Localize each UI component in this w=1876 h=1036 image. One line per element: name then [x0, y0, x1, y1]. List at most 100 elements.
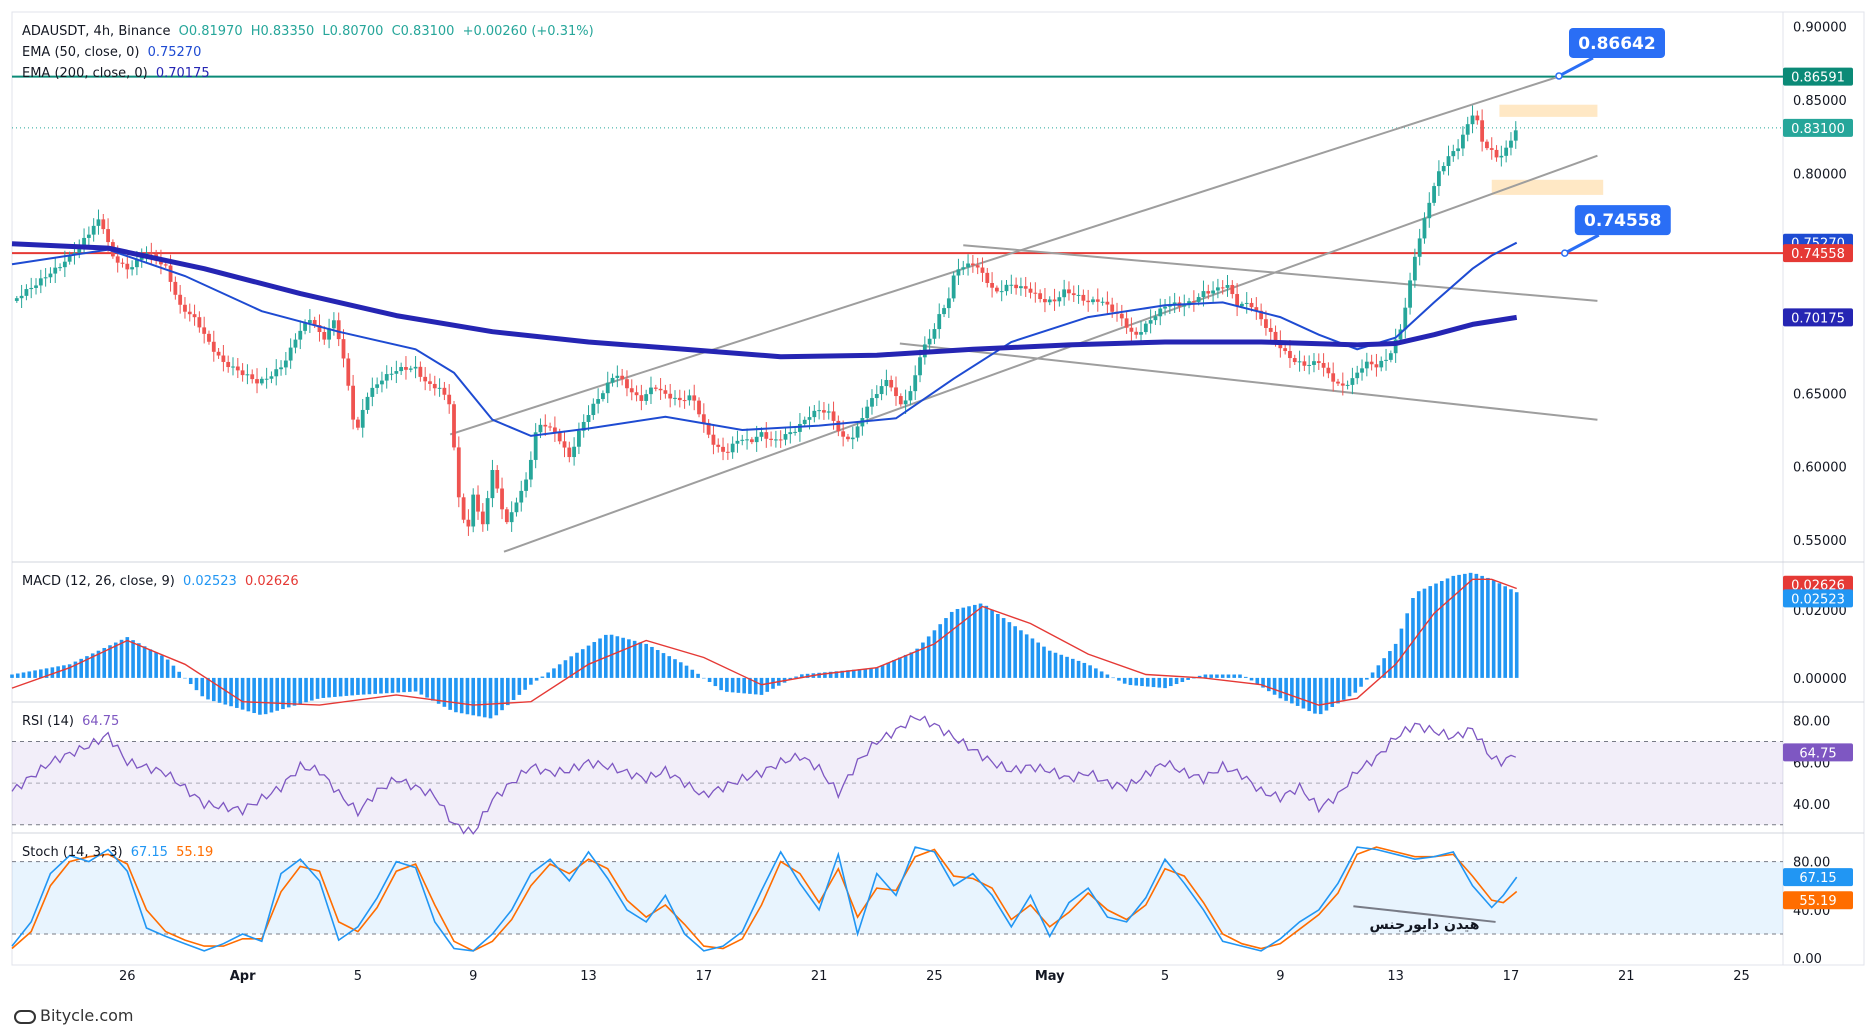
macd-histogram-bar — [275, 677, 279, 711]
macd-histogram-bar — [1267, 677, 1271, 692]
candle-body — [514, 502, 519, 513]
candle-body — [24, 289, 29, 296]
candle-body — [1153, 316, 1158, 321]
candle-body — [1206, 291, 1211, 294]
macd-histogram-bar — [108, 645, 112, 678]
macd-histogram-bar — [379, 677, 383, 694]
candle-body — [721, 446, 725, 452]
macd-histogram-bar — [1128, 677, 1133, 686]
candle-body — [1134, 331, 1139, 335]
macd-histogram-bar — [309, 677, 314, 701]
candle-body — [577, 430, 581, 447]
candle-body — [360, 409, 365, 428]
macd-histogram-bar — [511, 677, 516, 700]
ema200-line — [11, 241, 1518, 360]
candle-body — [307, 320, 312, 324]
candle-body — [423, 376, 428, 382]
rsi-value-tag-text: 64.75 — [1799, 746, 1836, 761]
macd-histogram-bar — [454, 677, 458, 713]
macd-histogram-bar — [477, 677, 481, 717]
candle-body — [1148, 320, 1153, 324]
candle-body — [591, 403, 596, 416]
candle-body — [918, 357, 922, 376]
macd-histogram-bar — [73, 661, 78, 678]
macd-histogram-bar — [85, 656, 89, 678]
macd-histogram-bar — [1514, 592, 1519, 678]
macd-histogram-bar — [413, 677, 418, 692]
candle-body — [1485, 141, 1489, 149]
candle-body — [999, 291, 1004, 293]
time-axis-label: 13 — [1387, 969, 1404, 984]
macd-histogram-bar — [448, 677, 452, 710]
candle-body — [735, 440, 740, 444]
macd-histogram-bar — [344, 677, 349, 696]
macd-histogram-bar — [240, 677, 245, 710]
macd-histogram-bar — [1359, 677, 1363, 687]
macd-histogram-bar — [886, 662, 891, 678]
candle-body — [528, 459, 533, 480]
candle-body — [303, 323, 307, 331]
macd-histogram-bar — [944, 618, 948, 678]
candle-body — [855, 426, 860, 438]
candle-body — [769, 438, 773, 440]
candle-body — [927, 338, 932, 345]
candle-body — [807, 417, 812, 420]
candle-body — [519, 490, 524, 503]
candle-body — [1230, 285, 1235, 295]
macd-histogram-bar — [384, 677, 389, 694]
macd-histogram-bar — [1376, 665, 1381, 678]
macd-histogram-bar — [1209, 674, 1213, 678]
candle-body — [975, 265, 980, 268]
candle-body — [1014, 284, 1019, 289]
macd-histogram-bar — [217, 677, 222, 703]
macd-histogram-bar — [990, 609, 994, 678]
price-axis-tag-1: 0.86591 — [1783, 67, 1853, 86]
candle-body — [879, 386, 884, 395]
price-axis-tag-4-text: 0.74558 — [1791, 247, 1845, 262]
stoch-d-tag-bg — [1783, 891, 1853, 910]
candle-body — [351, 385, 356, 420]
candle-body — [86, 234, 91, 238]
candle-body — [1028, 288, 1033, 293]
macd-histogram-bar — [21, 672, 26, 678]
ema50-label: EMA (50, close, 0) — [22, 45, 140, 60]
macd-histogram-bar — [563, 660, 568, 678]
macd-histogram-bar — [39, 669, 43, 678]
candle-body — [322, 332, 327, 340]
macd-histogram-bar — [1047, 650, 1052, 678]
candle-body — [432, 383, 437, 389]
callout-anchor — [1561, 249, 1569, 257]
candle-body — [798, 423, 802, 432]
candle-body — [1417, 238, 1422, 257]
candle-body — [58, 267, 62, 269]
candle-body — [149, 253, 154, 255]
candle-body — [639, 395, 644, 401]
candle-body — [293, 339, 298, 348]
candle-body — [1465, 124, 1470, 135]
stoch-k-tag-bg — [1783, 868, 1853, 887]
candle-body — [1201, 291, 1206, 298]
stoch-k-value: 67.15 — [130, 845, 168, 860]
macd-histogram-bar — [552, 668, 556, 678]
macd-histogram-bar — [828, 671, 833, 678]
candle-body — [1004, 284, 1009, 292]
candle-body — [495, 469, 500, 489]
candle-body — [850, 437, 855, 440]
macd-histogram-bar — [436, 677, 441, 704]
macd-histogram-bar — [598, 638, 602, 678]
macd-histogram-bar — [471, 677, 476, 716]
candle-body — [1129, 327, 1134, 332]
candle-body — [711, 434, 716, 445]
stoch-k-tag: 67.15 — [1783, 868, 1853, 887]
candle-body — [1499, 155, 1504, 158]
stoch-k-tag-text: 67.15 — [1799, 871, 1836, 886]
candle-body — [1023, 286, 1028, 289]
macd-histogram-bar — [673, 659, 677, 678]
macd-histogram-bar — [188, 677, 193, 685]
candle-body — [327, 328, 331, 340]
macd-histogram-bar — [575, 652, 579, 678]
candle-body — [38, 278, 43, 286]
candle-body — [1504, 147, 1509, 156]
candle-body — [509, 512, 514, 523]
